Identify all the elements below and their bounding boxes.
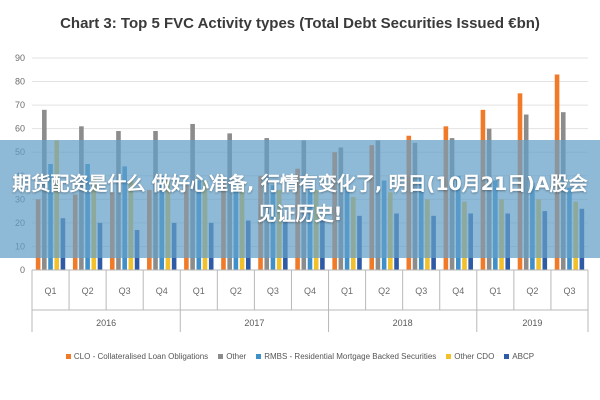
y-tick-label: 60 bbox=[15, 124, 25, 134]
legend-item-rmbs: RMBS - Residential Mortgage Backed Secur… bbox=[256, 352, 436, 361]
y-tick-label: 0 bbox=[20, 265, 25, 275]
legend-swatch bbox=[218, 354, 224, 360]
x-axis: Q1 Q2 Q3 Q4 Q1 Q2 Q3 Q4 Q1 Q2 Q3 Q4 Q1 Q2 Q3 2016 2017 20… bbox=[31, 269, 589, 332]
y-tick-label: 90 bbox=[15, 53, 25, 63]
x-tick-label: Q1 bbox=[341, 286, 353, 296]
x-tick-label: Q3 bbox=[267, 286, 279, 296]
x-tick-label: Q4 bbox=[156, 286, 168, 296]
x-tick-label: Q3 bbox=[119, 286, 131, 296]
x-tick-label: Q2 bbox=[82, 286, 94, 296]
legend-item-clo: CLO - Collateralised Loan Obligations bbox=[65, 352, 209, 361]
overlay-banner[interactable]: 期货配资是什么 做好心准备, 行情有变化了, 明日(10月21日)A股会见证历史… bbox=[0, 140, 600, 258]
x-tick-label: Q2 bbox=[378, 286, 390, 296]
x-tick-label: Q2 bbox=[230, 286, 242, 296]
legend-swatch bbox=[446, 354, 452, 360]
legend-label: ABCP bbox=[512, 352, 535, 361]
legend-swatch bbox=[65, 354, 71, 360]
x-tick-label: Q3 bbox=[415, 286, 427, 296]
chart-title: Chart 3: Top 5 FVC Activity types (Total… bbox=[60, 15, 540, 32]
y-tick-label: 70 bbox=[15, 100, 25, 110]
year-label: 2019 bbox=[522, 318, 542, 328]
x-tick-label: Q4 bbox=[304, 286, 316, 296]
legend-item-othercdo: Other CDO bbox=[446, 352, 494, 361]
legend-label: RMBS - Residential Mortgage Backed Secur… bbox=[264, 352, 437, 361]
legend-swatch bbox=[504, 354, 510, 360]
x-tick-label: Q1 bbox=[45, 286, 57, 296]
legend-label: Other bbox=[226, 352, 247, 361]
x-tick-label: Q2 bbox=[526, 286, 538, 296]
year-label: 2016 bbox=[96, 318, 116, 328]
x-tick-label: Q1 bbox=[193, 286, 205, 296]
overlay-headline[interactable]: 期货配资是什么 做好心准备, 行情有变化了, 明日(10月21日)A股会见证历史… bbox=[12, 173, 588, 225]
x-tick-label: Q1 bbox=[489, 286, 501, 296]
legend-label: CLO - Collateralised Loan Obligations bbox=[73, 352, 209, 361]
legend-item-abcp: ABCP bbox=[504, 352, 534, 361]
legend: CLO - Collateralised Loan Obligations Oth… bbox=[0, 352, 600, 361]
year-label: 2017 bbox=[244, 318, 264, 328]
x-tick-label: Q4 bbox=[452, 286, 464, 296]
legend-label: Other CDO bbox=[454, 352, 495, 361]
x-tick-label: Q3 bbox=[563, 286, 575, 296]
y-tick-label: 80 bbox=[15, 77, 25, 87]
legend-item-other: Other bbox=[218, 352, 246, 361]
year-label: 2018 bbox=[393, 318, 413, 328]
legend-swatch bbox=[256, 354, 262, 360]
